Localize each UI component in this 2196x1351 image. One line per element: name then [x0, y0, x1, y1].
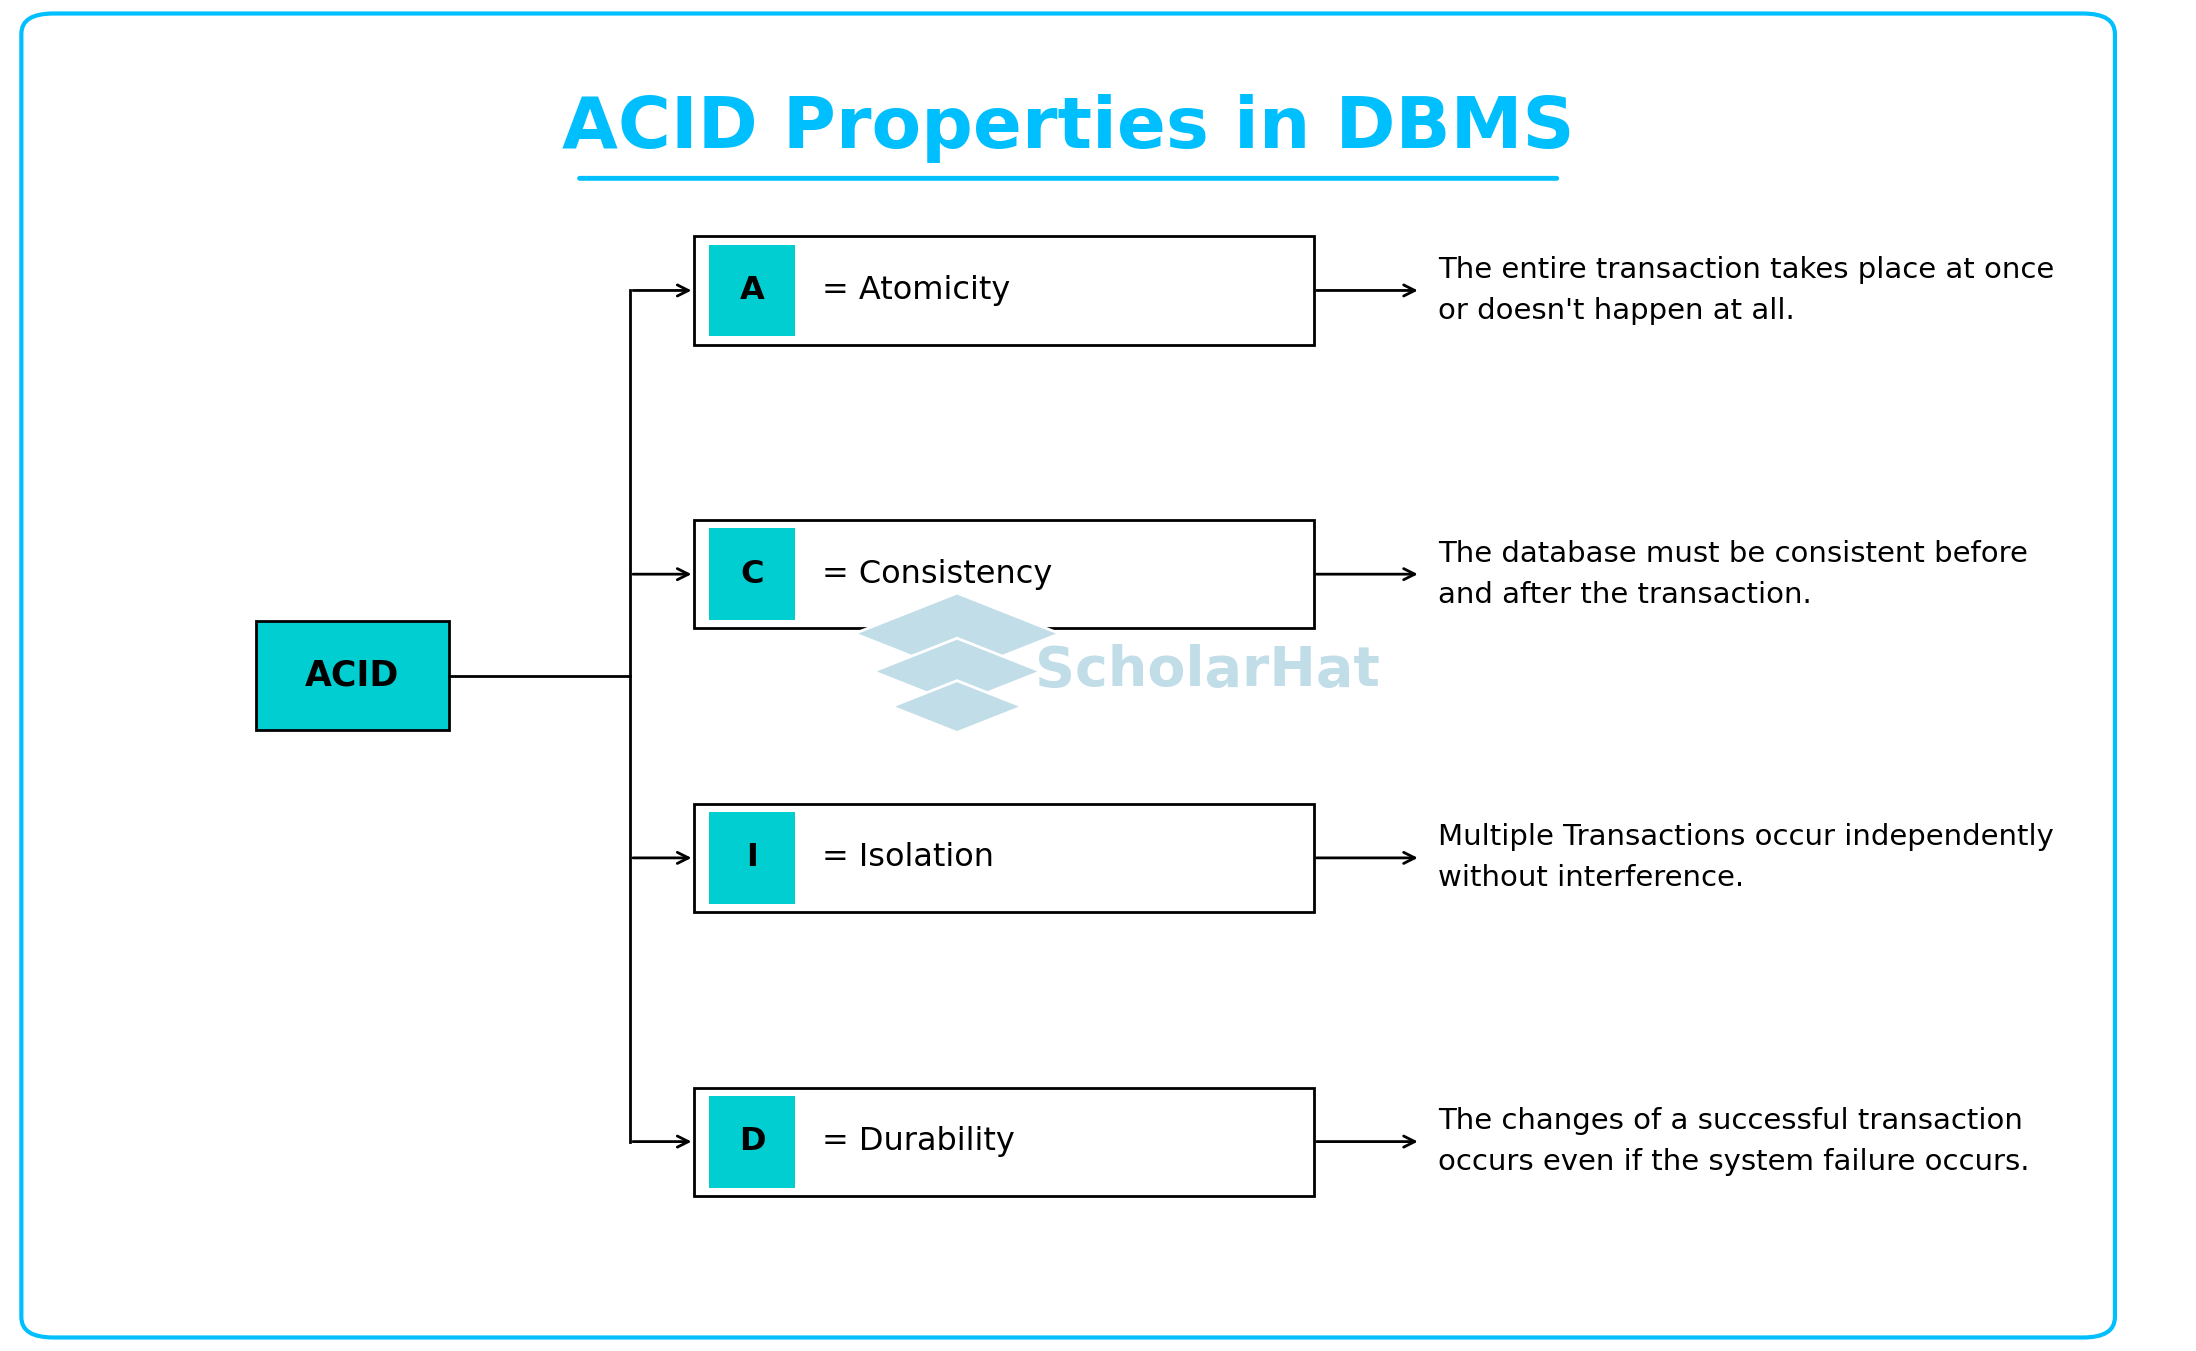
FancyBboxPatch shape	[709, 1096, 795, 1188]
Text: C: C	[740, 559, 764, 589]
FancyBboxPatch shape	[22, 14, 2115, 1337]
FancyBboxPatch shape	[694, 236, 1313, 345]
Polygon shape	[892, 681, 1023, 732]
FancyBboxPatch shape	[709, 245, 795, 336]
Text: The database must be consistent before
and after the transaction.: The database must be consistent before a…	[1438, 539, 2027, 609]
Polygon shape	[874, 638, 1041, 705]
Text: D: D	[738, 1127, 764, 1156]
Text: I: I	[747, 843, 758, 873]
Polygon shape	[854, 593, 1061, 674]
Text: The entire transaction takes place at once
or doesn't happen at all.: The entire transaction takes place at on…	[1438, 255, 2053, 326]
Text: = Consistency: = Consistency	[824, 559, 1052, 589]
FancyBboxPatch shape	[709, 528, 795, 620]
Text: A: A	[740, 276, 764, 305]
Text: ACID Properties in DBMS: ACID Properties in DBMS	[562, 93, 1575, 163]
Text: = Durability: = Durability	[824, 1127, 1015, 1156]
FancyBboxPatch shape	[694, 804, 1313, 912]
FancyBboxPatch shape	[694, 1088, 1313, 1196]
Text: = Isolation: = Isolation	[824, 843, 995, 873]
Text: ACID: ACID	[305, 658, 400, 693]
FancyBboxPatch shape	[257, 621, 448, 730]
Text: ScholarHat: ScholarHat	[1034, 644, 1379, 698]
FancyBboxPatch shape	[709, 812, 795, 904]
FancyBboxPatch shape	[694, 520, 1313, 628]
Text: = Atomicity: = Atomicity	[824, 276, 1010, 305]
Text: The changes of a successful transaction
occurs even if the system failure occurs: The changes of a successful transaction …	[1438, 1106, 2029, 1177]
Text: Multiple Transactions occur independently
without interference.: Multiple Transactions occur independentl…	[1438, 823, 2053, 893]
